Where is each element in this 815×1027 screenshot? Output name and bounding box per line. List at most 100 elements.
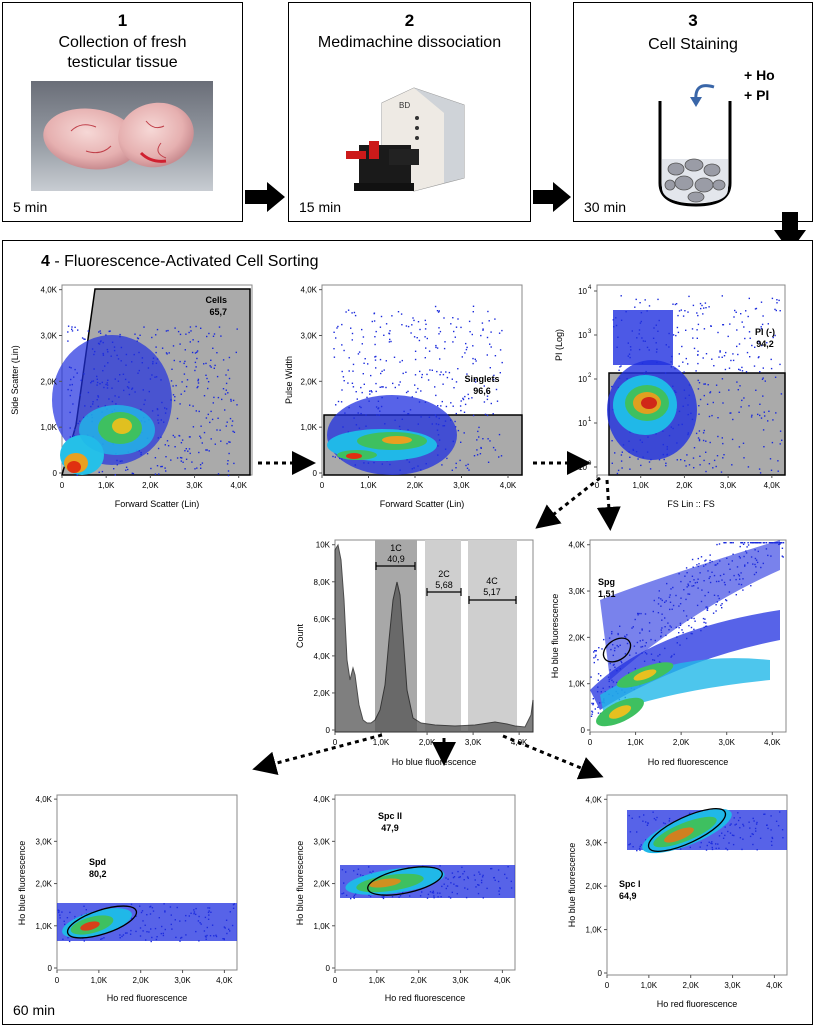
spg-gate <box>602 637 632 663</box>
y-tick-label: 10 <box>578 331 587 340</box>
x-tick-label: 4,0K <box>766 981 783 990</box>
histogram-xlabel: Ho blue fluorescence <box>392 757 477 767</box>
y-tick-label: 2,0K <box>586 882 603 891</box>
step-2-title: Medimachine dissociation <box>317 34 502 51</box>
spc2-gate-value: 47,9 <box>381 823 399 833</box>
x-tick-label: 4,0K <box>230 481 247 490</box>
singlets-density <box>327 395 457 475</box>
histogram-area <box>334 543 534 733</box>
x-tick-label: 0 <box>55 976 60 985</box>
gate-4c-value: 5,17 <box>483 587 501 597</box>
y-tick-label: 0 <box>581 726 586 735</box>
y-tick-label: 10K <box>316 541 331 550</box>
step-1-time: 5 min <box>13 199 48 215</box>
x-tick-label: 2,0K <box>142 481 159 490</box>
facs-number: 4 <box>41 253 50 270</box>
y-tick-label: 4,0K <box>301 286 318 295</box>
singlets-gate-value: 96,6 <box>473 386 491 396</box>
plot-spg: Spg 1,51 0 1,0K 2,0K 3,0K 4,0K 0 1,0K 2,0K 3,0K… <box>550 539 787 767</box>
y-tick-label: 3,0K <box>569 587 586 596</box>
spd-ylabel: Ho blue fluorescence <box>17 841 27 926</box>
x-tick-label: 1,0K <box>627 738 644 747</box>
step-3-title: Cell Staining <box>648 36 738 53</box>
x-tick-label: 1,0K <box>98 481 115 490</box>
singlets-ylabel: Pulse Width <box>284 356 294 404</box>
spc1-gate-value: 64,9 <box>619 891 637 901</box>
x-tick-label: 1,0K <box>369 976 386 985</box>
y-tick-label: 10 <box>578 375 587 384</box>
step-1-title-line2: testicular tissue <box>67 54 178 71</box>
x-tick-label: 4,0K <box>764 481 781 490</box>
medimachine-device: BD <box>346 87 465 192</box>
cells-gate-value: 65,7 <box>209 307 227 317</box>
y-tick-label: 2,0K <box>36 880 53 889</box>
y-tick-label: 1,0K <box>569 680 586 689</box>
x-tick-label: 0 <box>333 738 338 747</box>
y-tick-label: 2,0K <box>569 633 586 642</box>
gate-1c-value: 40,9 <box>387 554 405 564</box>
gate-2c-name: 2C <box>438 569 450 579</box>
spd-xlabel: Ho red fluorescence <box>107 993 188 1003</box>
spd-gate-name: Spd <box>89 857 106 867</box>
x-tick-label: 1,0K <box>91 976 108 985</box>
y-tick-label: 4,0K <box>36 795 53 804</box>
x-tick-label: 4,0K <box>216 976 233 985</box>
x-tick-label: 3,0K <box>718 738 735 747</box>
plot-cells: Cells 65,7 0 1,0K 2,0K 3,0K 4,0K 0 1,0K 2,0K 3,… <box>10 284 253 509</box>
spc2-gate <box>367 866 443 896</box>
y-tick-label: 4,0K <box>569 541 586 550</box>
histogram-ylabel: Count <box>295 624 305 649</box>
y-tick-label: 0 <box>48 964 53 973</box>
gate-brackets <box>375 562 517 604</box>
x-tick-label: 4,0K <box>511 738 528 747</box>
facs-title: - Fluorescence-Activated Cell Sorting <box>49 253 319 270</box>
y-tick-label: 6,0K <box>314 615 331 624</box>
plot-singlets: Singlets 96,6 0 1,0K 2,0K 3,0K 4,0K 0 1,0K 2,0… <box>284 284 523 509</box>
x-tick-label: 3,0K <box>452 976 469 985</box>
x-tick-label: 1,0K <box>373 738 390 747</box>
gate-2c <box>425 540 461 732</box>
pi-ylabel: PI (Log) <box>554 329 564 361</box>
y-tick-label: 1,0K <box>301 423 318 432</box>
cells-ylabel: Side Scatter (Lin) <box>10 345 20 415</box>
y-tick-label: 8,0K <box>314 578 331 587</box>
y-tick-label: 0 <box>598 969 603 978</box>
singlets-xlabel: Forward Scatter (Lin) <box>380 499 465 509</box>
y-tick-exponent: 0 <box>588 461 592 467</box>
y-tick-label: 4,0K <box>314 652 331 661</box>
reagent-pi: + PI <box>744 87 770 103</box>
gate-1c-name: 1C <box>390 543 402 553</box>
x-tick-label: 1,0K <box>632 481 649 490</box>
plot-histogram: 1C 40,9 2C 5,68 4C 5,17 0 1,0K 2,0K 3,0K 4,0… <box>295 539 534 767</box>
pi-gate-value: 94,2 <box>756 339 774 349</box>
x-tick-label: 0 <box>60 481 65 490</box>
y-tick-label: 3,0K <box>586 839 603 848</box>
reagent-ho: + Ho <box>744 67 775 83</box>
y-tick-exponent: 2 <box>588 373 592 379</box>
spg-xlabel: Ho red fluorescence <box>648 757 729 767</box>
x-tick-label: 2,0K <box>676 481 693 490</box>
cells-gate-name: Cells <box>205 295 227 305</box>
y-tick-label: 4,0K <box>586 795 603 804</box>
pi-density <box>607 310 697 460</box>
spd-gate <box>66 905 138 939</box>
y-tick-label: 0 <box>53 469 58 478</box>
x-tick-label: 3,0K <box>465 738 482 747</box>
gate-4c <box>468 540 517 732</box>
step-3-number: 3 <box>688 11 698 30</box>
y-tick-label: 1,0K <box>314 922 331 931</box>
x-tick-label: 2,0K <box>682 981 699 990</box>
y-tick-exponent: 3 <box>588 329 592 335</box>
facs-time: 60 min <box>13 1002 56 1018</box>
y-tick-label: 3,0K <box>36 837 53 846</box>
x-tick-label: 0 <box>333 976 338 985</box>
gate-4c-name: 4C <box>486 576 498 586</box>
y-tick-label: 10 <box>578 287 587 296</box>
spc1-ylabel: Ho blue fluorescence <box>567 843 577 928</box>
step-2-number: 2 <box>404 11 415 30</box>
spc1-gate <box>647 808 727 852</box>
y-tick-label: 4,0K <box>41 286 58 295</box>
x-tick-label: 2,0K <box>407 481 424 490</box>
step-2-time: 15 min <box>299 199 342 215</box>
x-tick-label: 3,0K <box>186 481 203 490</box>
